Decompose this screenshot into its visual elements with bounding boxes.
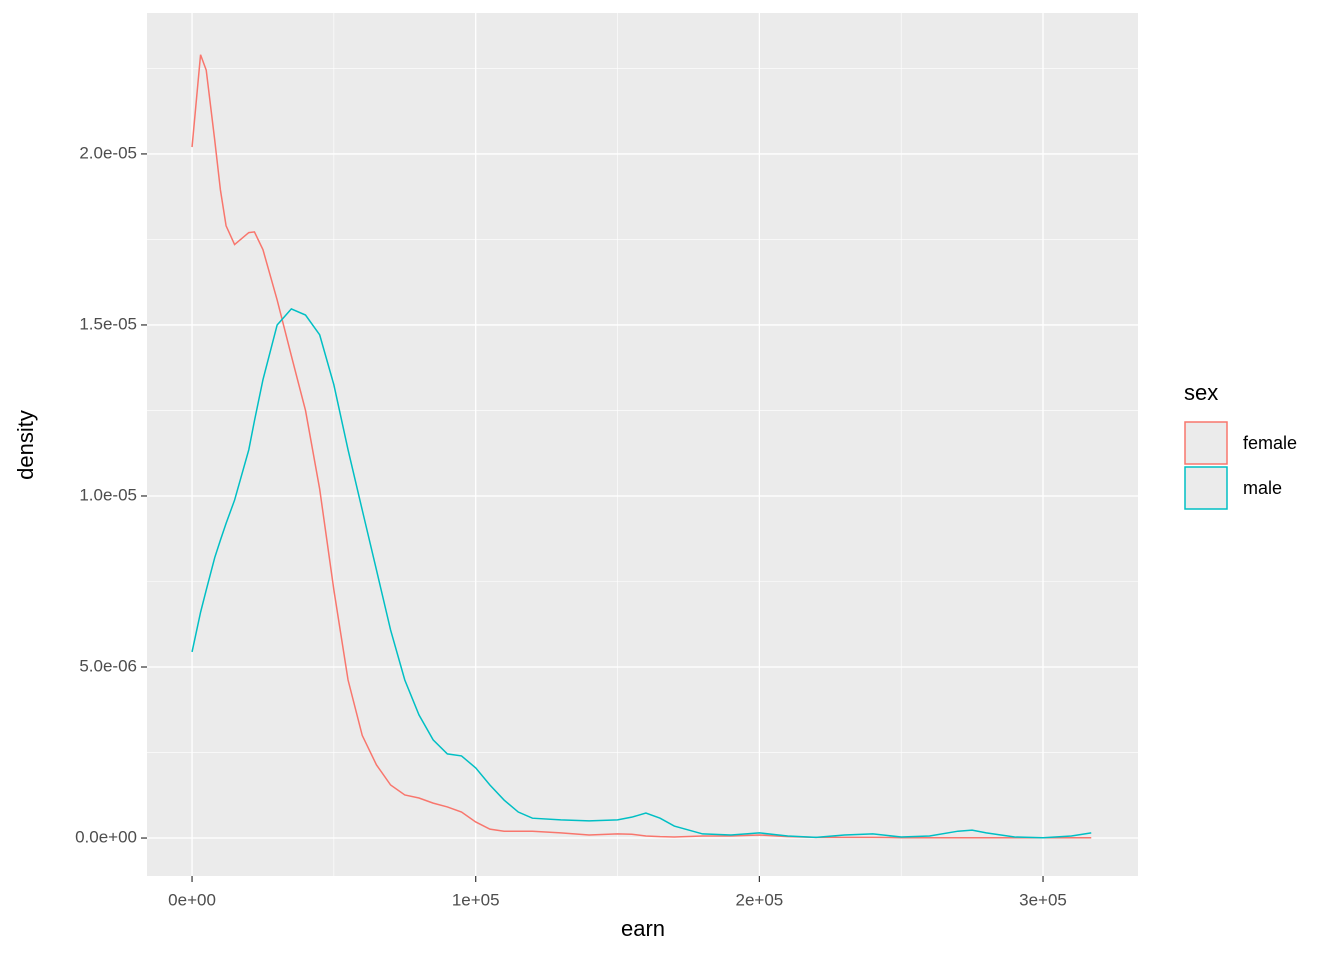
legend-key (1184, 466, 1228, 510)
x-tick-label: 1e+05 (452, 890, 500, 909)
legend-key (1184, 421, 1228, 465)
x-tick-label: 2e+05 (735, 890, 783, 909)
y-axis-title: density (13, 410, 38, 480)
y-tick-label: 0.0e+00 (75, 828, 137, 847)
x-axis-title: earn (621, 916, 665, 941)
legend-label: female (1243, 433, 1297, 453)
panel-background (147, 13, 1138, 876)
y-tick-label: 1.5e-05 (79, 314, 137, 333)
y-tick-label: 1.0e-05 (79, 485, 137, 504)
x-tick-label: 3e+05 (1019, 890, 1067, 909)
density-line (191, 54, 1092, 839)
legend-label: male (1243, 478, 1282, 498)
y-tick-label: 2.0e-05 (79, 143, 137, 162)
legend-title: sex (1184, 380, 1218, 405)
density-line (191, 307, 1092, 839)
x-tick-label: 0e+00 (168, 890, 216, 909)
y-tick-label: 5.0e-06 (79, 656, 137, 675)
